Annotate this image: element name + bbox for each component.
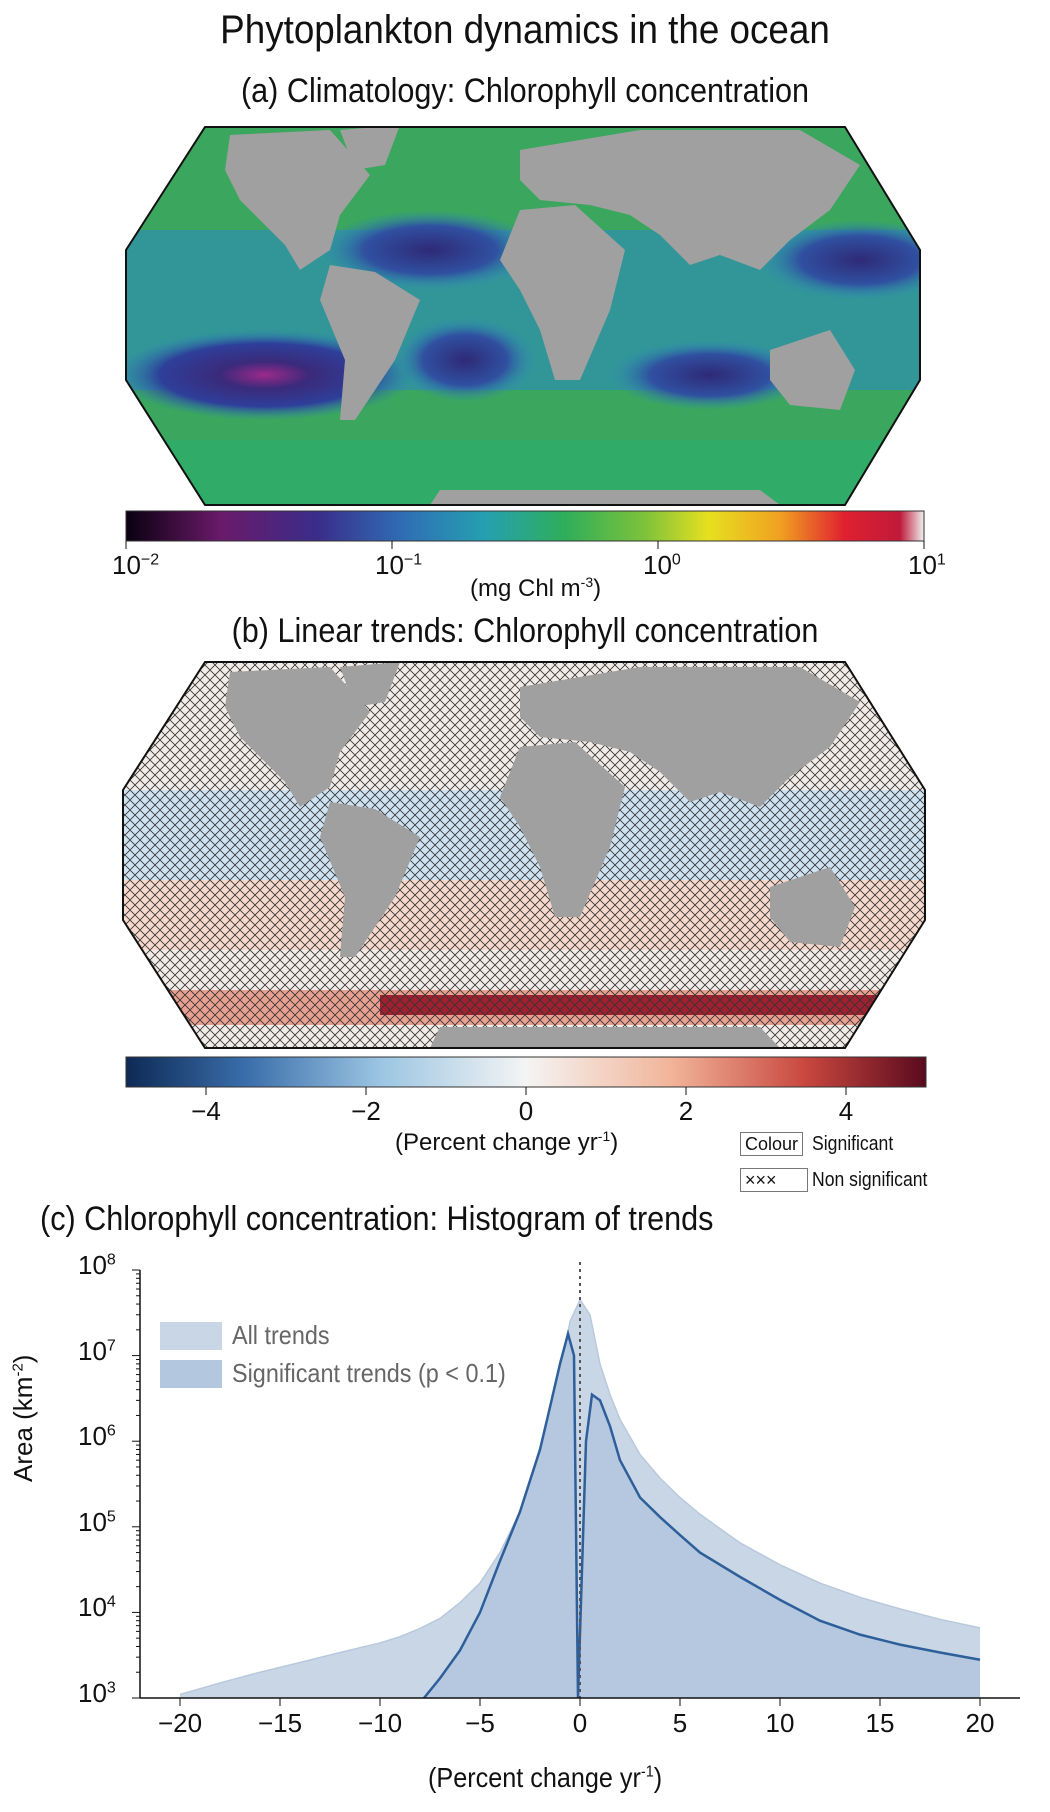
legend-label: Significant trends (p < 0.1) — [232, 1358, 506, 1388]
x-tick-label: 10 — [765, 1708, 795, 1738]
y-tick-label: 107 — [78, 1335, 116, 1366]
panel-b-tick-label: 4 — [838, 1096, 854, 1126]
key-nonsignificant-label: Non significant — [812, 1169, 928, 1191]
y-tick-label: 105 — [78, 1506, 116, 1537]
panel-b-tick-label: 2 — [678, 1096, 694, 1126]
panel-b-graphic — [122, 661, 927, 1095]
legend-swatch — [160, 1360, 222, 1388]
key-significant-box: Colour — [740, 1132, 804, 1156]
x-tick-label: 20 — [965, 1708, 995, 1738]
legend-swatch — [160, 1322, 222, 1350]
panel-b-title: (b) Linear trends: Chlorophyll concentra… — [231, 612, 819, 650]
panel-a-tick-3: 100 — [643, 550, 681, 580]
panel-a-tick-1: 10−2 — [112, 550, 160, 580]
panel-c-ylabel: Area (km-2) — [8, 1354, 38, 1482]
x-tick-label: −5 — [465, 1708, 495, 1738]
x-tick-label: 0 — [572, 1708, 588, 1738]
series-area-0 — [180, 1299, 980, 1698]
panel-a-title: (a) Climatology: Chlorophyll concentrati… — [240, 72, 810, 110]
y-tick-label: 104 — [78, 1592, 116, 1623]
panel-b-tick-label: −2 — [351, 1096, 381, 1126]
panel-a-colorbar-ticks — [125, 541, 925, 549]
x-tick-label: −20 — [157, 1708, 203, 1738]
x-tick-label: 15 — [865, 1708, 895, 1738]
key-nonsignificant-box: ××× — [740, 1168, 808, 1192]
x-tick-label: −10 — [357, 1708, 403, 1738]
panel-a-tick-2: 10−1 — [375, 550, 423, 580]
panel-c-title: (c) Chlorophyll concentration: Histogram… — [40, 1200, 714, 1238]
y-tick-label: 103 — [78, 1678, 116, 1708]
legend-label: All trends — [232, 1320, 330, 1350]
figure-title: Phytoplankton dynamics in the ocean — [220, 8, 830, 52]
panel-b-tick-label: 0 — [518, 1096, 534, 1126]
y-tick-label: 106 — [78, 1421, 116, 1452]
panel-b-colorbar-label: (Percent change yr-1) — [395, 1128, 619, 1156]
panel-b-colorbar-ticks — [205, 1087, 847, 1095]
panel-a-colorbar-label: (mg Chl m-3) — [470, 574, 602, 602]
series-line-1 — [423, 1328, 981, 1699]
x-tick-label: 5 — [672, 1708, 688, 1738]
x-tick-label: −15 — [257, 1708, 303, 1738]
panel-b-tick-label: −4 — [191, 1096, 221, 1126]
panel-c-xlabel: (Percent change yr-1) — [428, 1762, 663, 1793]
key-significant-label: Significant — [812, 1133, 894, 1155]
panel-a-graphic — [125, 126, 925, 549]
series-area-1 — [424, 1333, 980, 1698]
panel-a-colorbar — [125, 510, 925, 542]
panel-a-tick-4: 101 — [908, 550, 946, 580]
series-line-0 — [179, 1298, 981, 1696]
y-tick-label: 108 — [78, 1250, 116, 1280]
